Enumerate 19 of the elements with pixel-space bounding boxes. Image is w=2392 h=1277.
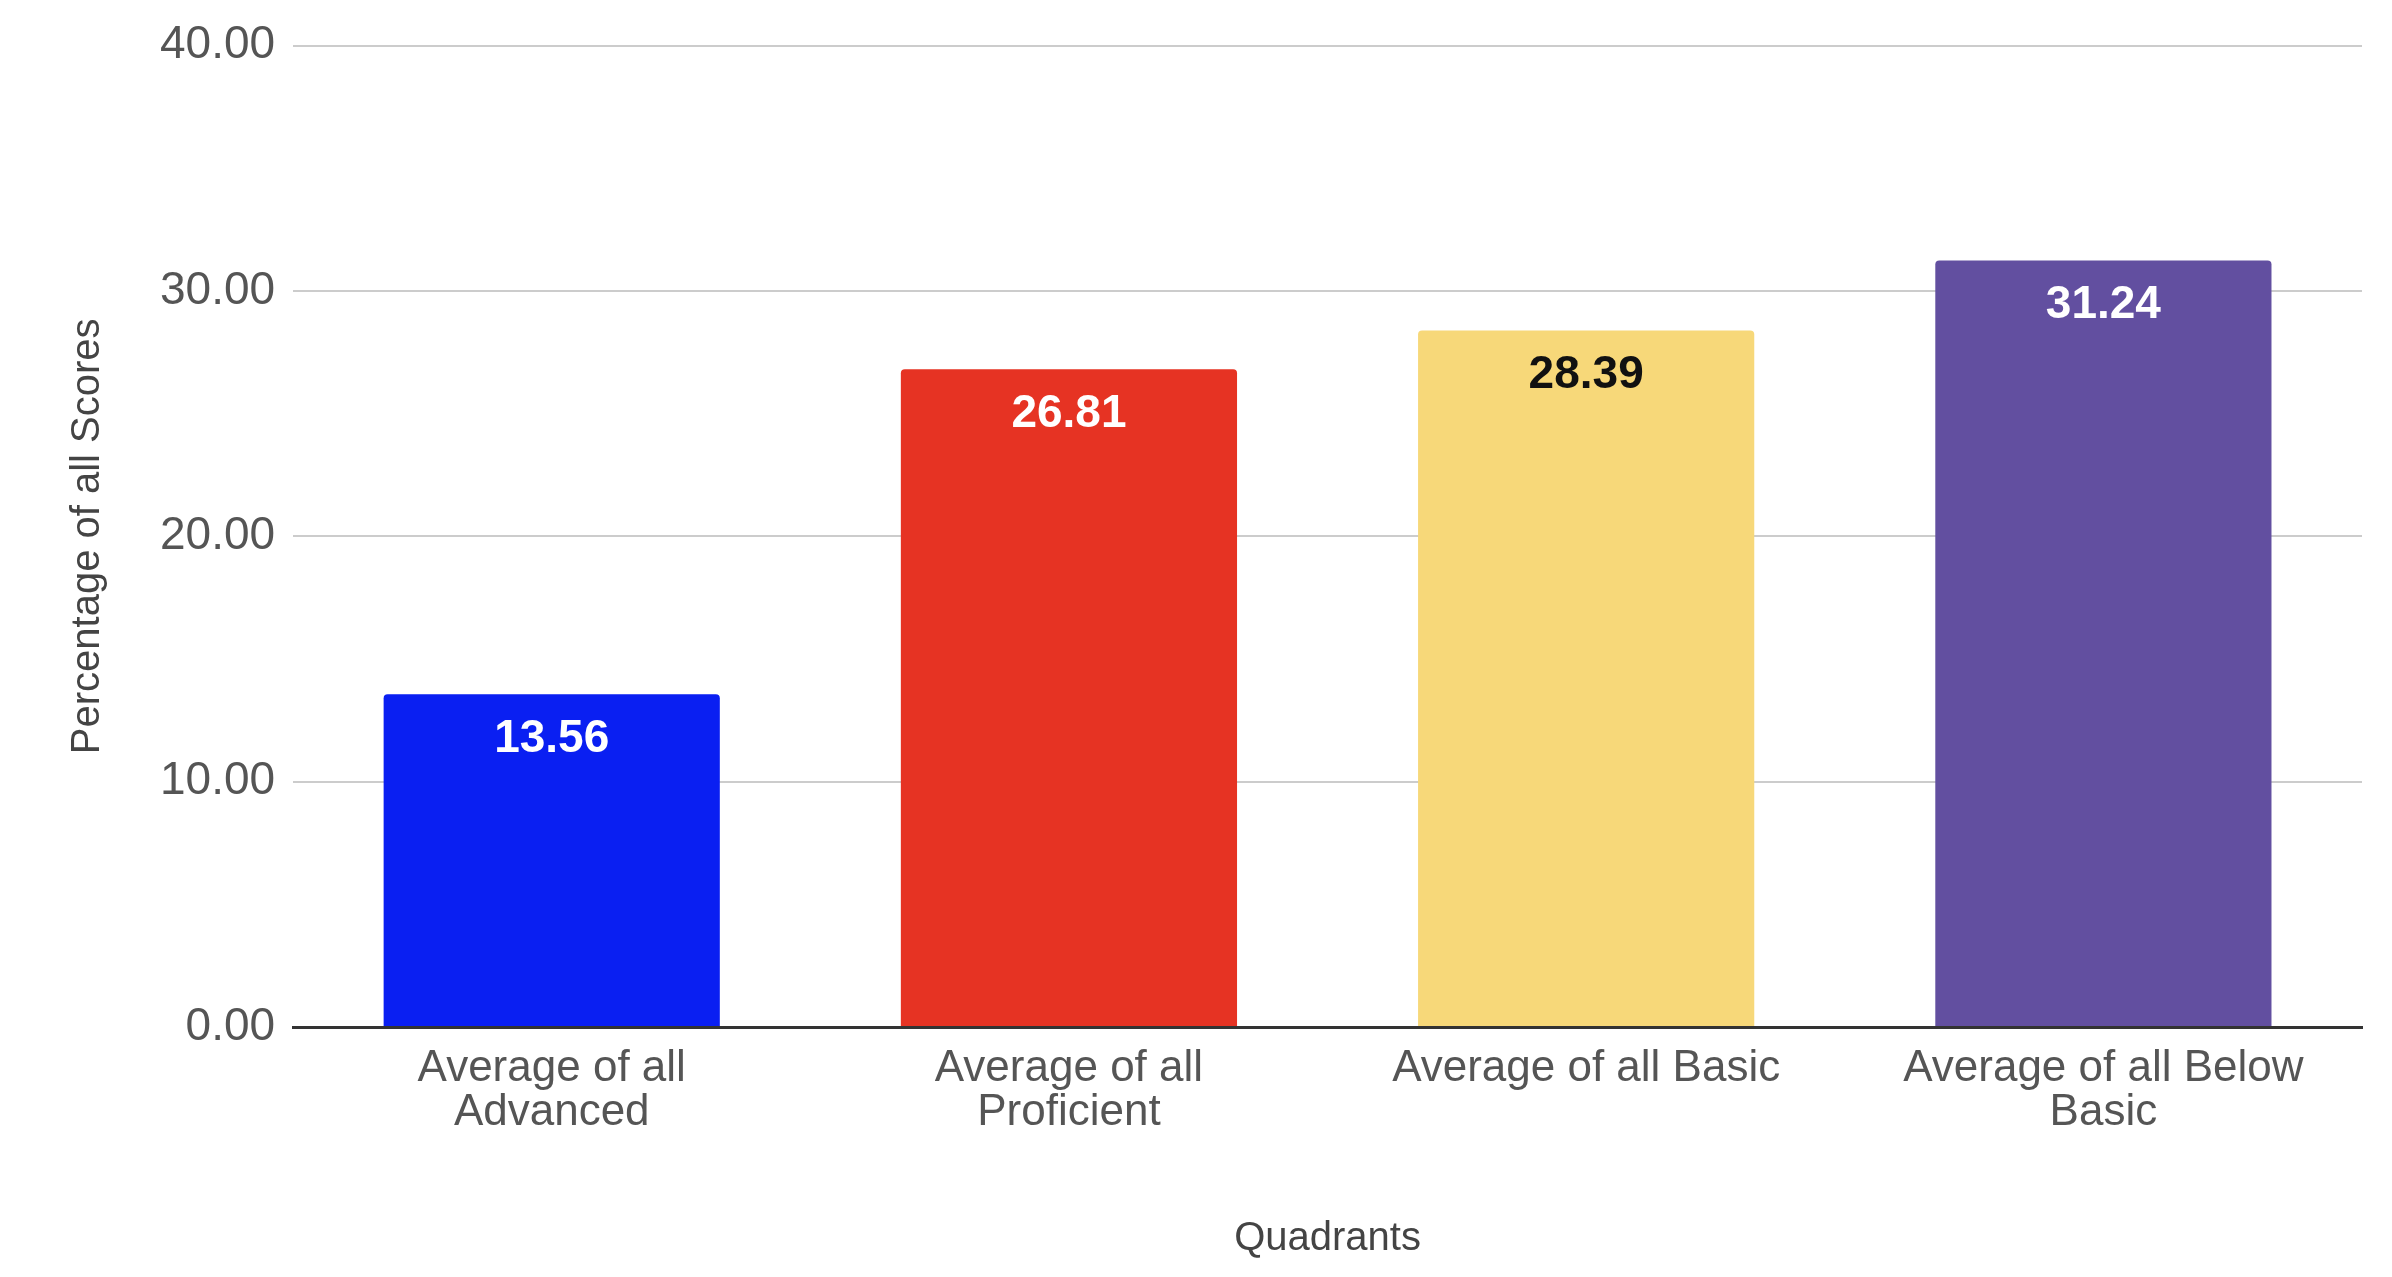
x-axis-title: Quadrants [1234, 1214, 1421, 1259]
y-tick-label: 0.00 [185, 997, 276, 1050]
y-tick-label: 30.00 [159, 261, 276, 314]
y-tick-label: 40.00 [159, 16, 276, 69]
y-axis-title: Percentage of all Scores [63, 318, 108, 755]
y-tick-label: 10.00 [159, 752, 276, 805]
x-tick-label: Average of all Advanced [417, 1041, 686, 1135]
bar [383, 694, 720, 1026]
data-label: 31.24 [2045, 276, 2162, 329]
data-label: 26.81 [1011, 384, 1127, 437]
x-tick-label: Average of all Below Basic [1903, 1041, 2304, 1135]
data-label: 28.39 [1528, 346, 1644, 399]
bar [900, 369, 1238, 1026]
bar [1418, 330, 1755, 1026]
bar [1935, 260, 2272, 1026]
data-label: 13.56 [494, 709, 610, 762]
x-tick-label: Average of all Proficient [934, 1041, 1204, 1135]
x-tick-label: Average of all Basic [1392, 1041, 1781, 1091]
y-tick-label: 20.00 [159, 506, 276, 559]
